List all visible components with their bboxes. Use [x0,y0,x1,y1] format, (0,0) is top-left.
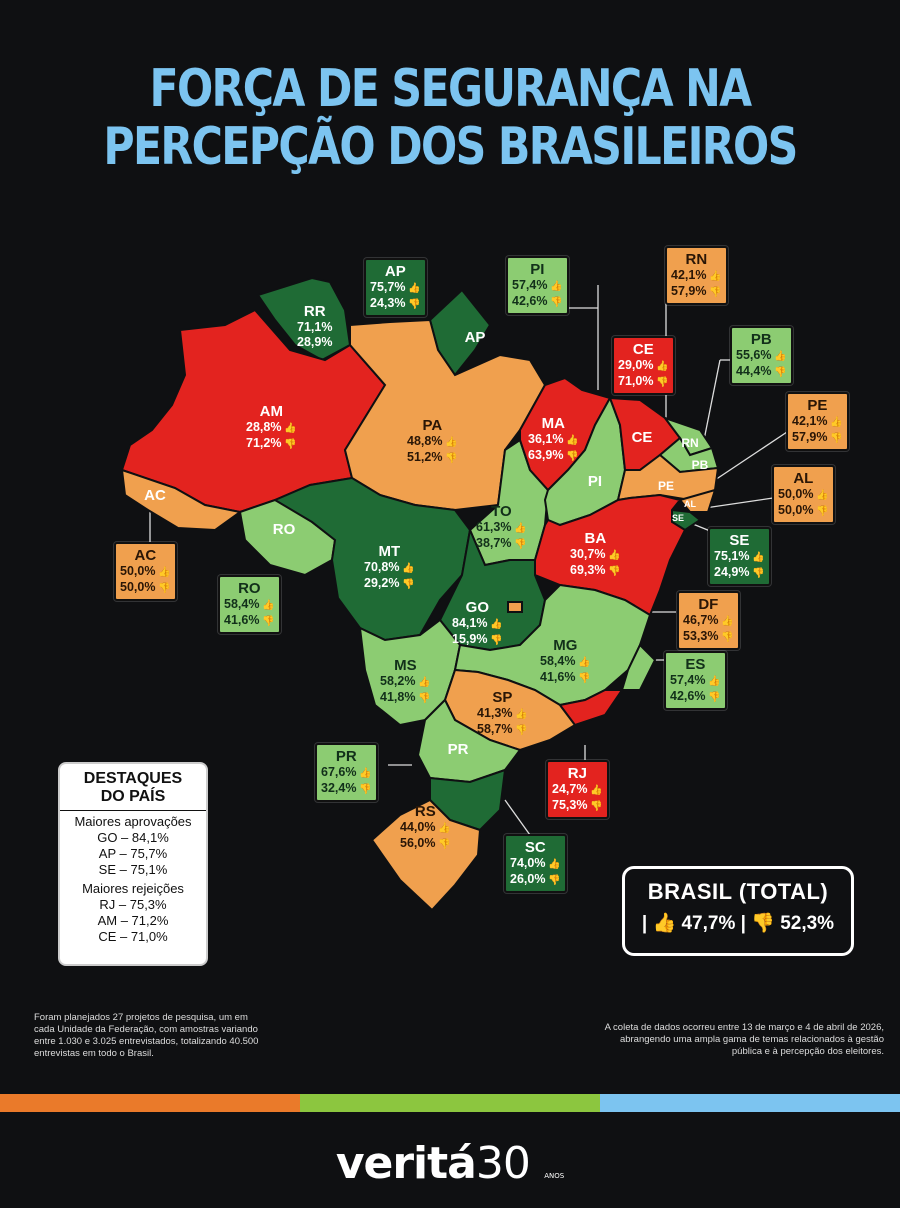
total-reject: 52,3% [780,913,835,934]
label-pa: PA 48,8% 51,2% [403,414,462,469]
title-line-2: PERCEPÇÃO DOS BRASILEIROS [103,117,798,177]
label-rj: RJ 24,7% 75,3% [546,760,609,819]
map-name-rn: RN [681,436,699,450]
map-name-ce: CE [631,429,653,446]
state-mt [272,476,472,642]
rejection-item: RJ – 75,3% [99,897,167,912]
map-name-pb: PB [691,458,709,472]
label-ro: RO 58,4% 41,6% [218,575,281,634]
map-name-ro: RO [272,521,296,538]
map-name-pr: PR [447,741,469,758]
map-name-ap: AP [464,329,486,346]
state-pr [416,698,522,784]
label-df: DF 46,7% 53,3% [677,591,740,650]
label-sc: SC 74,0% 26,0% [504,834,567,893]
bar-blue [600,1094,900,1112]
highlights-title: DESTAQUES DO PAÍS [60,764,206,811]
label-rs: RS 44,0% 56,0% [396,800,455,855]
label-rr: RR 71,1% 28,9% [297,303,333,349]
label-pb: PB 55,6% 44,4% [730,326,793,385]
label-pe: PE 42,1% 57,9% [786,392,849,451]
state-rj [558,689,624,727]
methodology-note: Foram planejados 27 projetos de pesquisa… [34,1012,259,1059]
rejection-item: AM – 71,2% [97,913,169,928]
label-al: AL 50,0% 50,0% [772,465,835,524]
leader-sc [504,799,531,836]
map-name-pe: PE [657,479,674,493]
state-ac [120,468,243,532]
label-ap: AP 75,7% 24,3% [364,258,427,317]
state-al [678,488,717,513]
highlights-box: DESTAQUES DO PAÍS Maiores aprovações GO … [58,762,208,966]
label-ac: AC 50,0% 50,0% [114,542,177,601]
label-pr: PR 67,6% 32,4% [315,743,378,802]
thumbs-down-icon: 👎 [751,913,775,934]
label-ms: MS 58,2% 41,8% [376,654,435,709]
color-bars [0,1094,900,1112]
approvals-section: Maiores aprovações GO – 84,1% AP – 75,7%… [60,814,206,878]
map-name-al: AL [684,499,696,509]
label-am: AM 28,8% 71,2% [242,400,301,455]
rejections-section: Maiores rejeições RJ – 75,3% AM – 71,2% … [60,881,206,945]
approval-item: GO – 84,1% [97,830,169,845]
state-es [620,643,657,691]
map-name-se: SE [671,513,684,523]
label-pi: PI 57,4% 42,6% [506,256,569,315]
total-box: BRASIL (TOTAL) | 👍 47,7% | 👎 52,3% [622,866,854,956]
title-line-1: FORÇA DE SEGURANÇA NA [149,59,752,119]
label-to: TO 61,3% 38,7% [472,500,531,555]
label-mt: MT 70,8% 29,2% [360,540,419,595]
label-sp: SP 41,3% 58,7% [473,686,532,741]
total-values: | 👍 47,7% | 👎 52,3% [641,913,835,934]
rejection-item: CE – 71,0% [98,929,168,944]
label-ba: BA 30,7% 69,3% [566,527,625,582]
leader-al [704,497,774,509]
total-label: BRASIL (TOTAL) [647,879,829,904]
label-es: ES 57,4% 42,6% [664,651,727,710]
label-se: SE 75,1% 24,9% [708,527,771,586]
label-mg: MG 58,4% 41,6% [536,634,595,689]
bar-orange [0,1094,300,1112]
state-rs [370,798,482,912]
verita-logo: veritá30 ANOS [335,1138,565,1189]
collection-note: A coleta de dados ocorreu entre 13 de ma… [604,1022,884,1057]
bar-green [300,1094,600,1112]
state-df [507,601,523,613]
approval-item: AP – 75,7% [98,846,168,861]
label-go: GO 84,1% 15,9% [448,596,507,651]
thumbs-up-icon: 👍 [652,913,677,934]
approval-item: SE – 75,1% [98,862,168,877]
map-name-ac: AC [144,487,166,504]
label-ce: CE 29,0% 71,0% [612,336,675,395]
label-rn: RN 42,1% 57,9% [665,246,728,305]
label-ma: MA 36,1% 63,9% [524,412,583,467]
map-name-pi: PI [587,473,603,490]
total-approve: 47,7% [681,913,736,934]
page-title: FORÇA DE SEGURANÇA NA PERCEPÇÃO DOS BRAS… [81,60,819,176]
